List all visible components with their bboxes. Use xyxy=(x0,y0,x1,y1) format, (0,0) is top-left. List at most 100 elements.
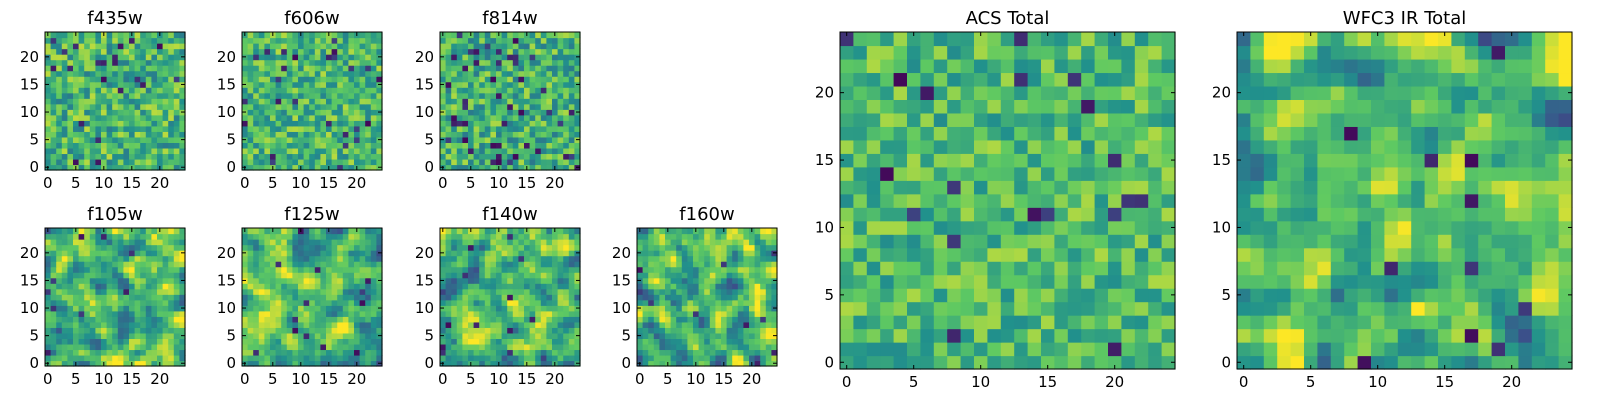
heatmap-cell xyxy=(676,255,683,262)
heatmap-cell xyxy=(112,332,119,339)
x-tick-label: 0 xyxy=(635,370,645,388)
heatmap-cell xyxy=(440,114,447,121)
heatmap-cell xyxy=(574,70,581,77)
heatmap-cell xyxy=(445,131,452,138)
heatmap-cell xyxy=(112,54,119,61)
heatmap-cell xyxy=(507,43,514,50)
heatmap-cell xyxy=(737,283,744,290)
heatmap-cell xyxy=(1041,207,1055,222)
heatmap-cell xyxy=(880,193,895,208)
heatmap-cell xyxy=(1161,234,1176,249)
heatmap-cell xyxy=(162,65,169,72)
heatmap-cell xyxy=(653,250,660,257)
heatmap-cell xyxy=(348,43,355,50)
heatmap-cell xyxy=(974,247,988,262)
heatmap-cell xyxy=(45,266,52,273)
heatmap-cell xyxy=(1148,207,1163,222)
heatmap-cell xyxy=(129,54,136,61)
heatmap-cell xyxy=(1134,261,1149,276)
heatmap-cell xyxy=(709,299,716,306)
heatmap-cell xyxy=(84,87,91,94)
heatmap-cell xyxy=(947,180,962,195)
heatmap-cell xyxy=(496,37,503,44)
heatmap-cell xyxy=(247,233,254,240)
heatmap-cell xyxy=(518,277,525,284)
heatmap-cell xyxy=(359,43,366,50)
heatmap-cell xyxy=(726,294,733,301)
heatmap-cell xyxy=(151,54,158,61)
heatmap-cell xyxy=(173,125,180,132)
heatmap-cell xyxy=(168,360,175,367)
heatmap-cell xyxy=(112,327,119,334)
heatmap-cell xyxy=(507,147,514,155)
heatmap-cell xyxy=(698,239,705,246)
heatmap-cell xyxy=(721,338,728,345)
heatmap-cell xyxy=(292,37,299,44)
heatmap-cell xyxy=(112,310,119,317)
heatmap-cell xyxy=(987,234,1002,249)
heatmap-cell xyxy=(376,294,383,301)
heatmap-cell xyxy=(292,114,299,121)
heatmap-cell xyxy=(270,120,277,127)
heatmap-cell xyxy=(456,76,463,83)
heatmap-cell xyxy=(286,354,293,362)
heatmap-cell xyxy=(726,299,733,306)
y-tick-label: 15 xyxy=(415,75,434,93)
heatmap-cell xyxy=(298,310,305,317)
heatmap-cell xyxy=(376,354,383,362)
heatmap-cell xyxy=(496,59,503,66)
heatmap-cell xyxy=(162,136,169,143)
heatmap-cell xyxy=(518,142,525,149)
heatmap-cell xyxy=(507,294,514,301)
heatmap-cell xyxy=(331,37,338,44)
heatmap-cell xyxy=(557,266,564,273)
heatmap-cell xyxy=(853,274,868,289)
heatmap-cell xyxy=(56,283,63,290)
heatmap-cell xyxy=(168,354,175,362)
heatmap-cell xyxy=(140,310,147,317)
heatmap-cell xyxy=(264,120,271,127)
heatmap-cell xyxy=(162,266,169,273)
heatmap-cell xyxy=(281,266,288,273)
heatmap-cell xyxy=(659,233,666,240)
heatmap-cell xyxy=(574,37,581,44)
heatmap-cell xyxy=(89,125,96,132)
heatmap-cell xyxy=(574,343,581,351)
heatmap-cell xyxy=(709,360,716,367)
heatmap-cell xyxy=(698,250,705,257)
heatmap-cell xyxy=(101,92,108,99)
heatmap-cell xyxy=(456,147,463,155)
heatmap-cell xyxy=(270,244,277,251)
heatmap-cell xyxy=(129,338,136,345)
heatmap-cell xyxy=(95,81,102,88)
heatmap-cell xyxy=(337,81,344,88)
heatmap-cell xyxy=(117,360,124,367)
heatmap-cell xyxy=(157,343,164,351)
heatmap-cell xyxy=(253,244,260,251)
heatmap-cell xyxy=(648,244,655,251)
heatmap-cell xyxy=(665,272,672,279)
heatmap-cell xyxy=(151,250,158,257)
heatmap-cell xyxy=(78,316,85,323)
heatmap-cell xyxy=(84,310,91,317)
y-tick-label: 5 xyxy=(621,327,631,345)
heatmap-cell xyxy=(331,136,338,143)
heatmap-cell xyxy=(359,283,366,290)
heatmap-cell xyxy=(642,299,649,306)
heatmap-cell xyxy=(129,239,136,246)
heatmap-cell xyxy=(1134,355,1149,370)
heatmap-cell xyxy=(659,255,666,262)
heatmap-cell xyxy=(1014,288,1029,303)
heatmap-cell xyxy=(512,261,519,268)
heatmap-cell xyxy=(309,158,316,166)
heatmap-cell xyxy=(568,48,575,55)
heatmap-cell xyxy=(445,70,452,77)
heatmap-cell xyxy=(134,261,141,268)
heatmap-cell xyxy=(704,250,711,257)
heatmap-cell xyxy=(270,142,277,149)
heatmap-cell xyxy=(490,142,497,149)
heatmap-cell xyxy=(893,315,908,330)
heatmap-cell xyxy=(292,147,299,155)
heatmap-cell xyxy=(140,37,147,44)
